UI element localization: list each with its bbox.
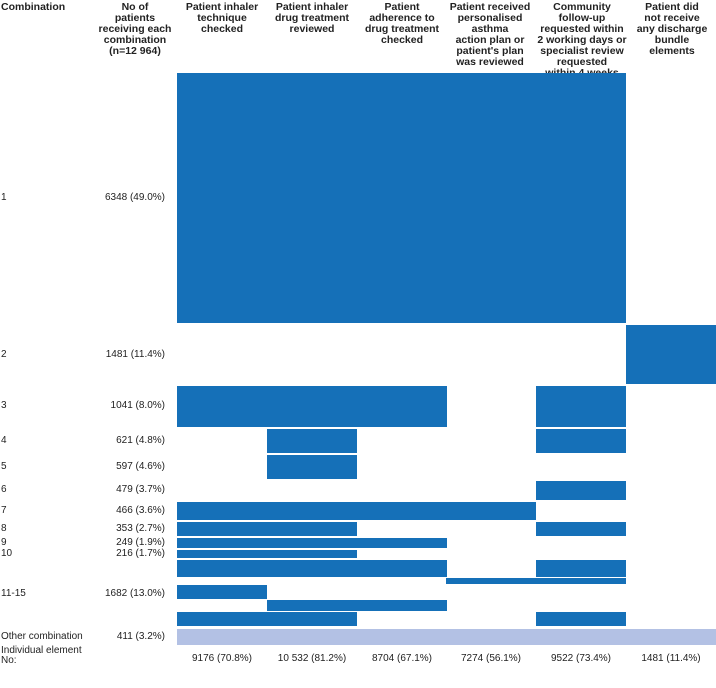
cell-row-9-col-1 [177, 538, 267, 548]
cell-row-9-col-3 [357, 538, 447, 548]
row-label-5: 5 [1, 461, 7, 473]
row-count-2: 1481 (11.4%) [105, 348, 165, 360]
total-element-6: 1481 (11.4%) [641, 653, 701, 664]
row-label-12: Other combination [1, 630, 83, 642]
cell-row-8-col-2 [267, 522, 357, 537]
row-label-10: 10 [1, 548, 13, 560]
cell-row-11-15-sub-5-col-1 [177, 612, 267, 626]
cell-row-Other combination-col-5 [536, 628, 626, 645]
header-element-2: Patient inhaler drug treatment reviewed [274, 1, 350, 35]
row-count-5: 597 (4.6%) [116, 461, 165, 473]
cell-row-1-col-1 [177, 73, 267, 324]
cell-row-3-col-1 [177, 385, 267, 427]
cell-row-11-15-sub-4-col-3 [357, 600, 447, 612]
row-label-3: 3 [1, 400, 7, 412]
cell-row-Other combination-col-6 [626, 628, 716, 645]
header-count: No of patients receiving each combinatio… [98, 1, 172, 57]
header-element-5: Community follow-up requested within 2 w… [537, 1, 627, 79]
total-element-1: 9176 (70.8%) [191, 653, 253, 664]
cell-row-11-15-sub-1-col-1 [177, 560, 267, 578]
row-label-8: 8 [1, 523, 7, 535]
cell-row-Other combination-col-2 [267, 628, 357, 645]
cell-row-9-col-2 [267, 538, 357, 548]
row-count-12: 411 (3.2%) [116, 630, 165, 642]
cell-row-2-col-6 [626, 325, 716, 384]
total-element-2: 10 532 (81.2%) [277, 653, 347, 664]
row-count-9: 249 (1.9%) [116, 537, 165, 548]
cell-row-11-15-sub-4-col-2 [267, 600, 357, 612]
cell-row-5-col-2 [267, 455, 357, 479]
cell-row-Other combination-col-3 [357, 628, 447, 645]
cell-row-1-col-2 [267, 73, 357, 324]
row-label-11: 11-15 [1, 587, 26, 599]
header-element-6: Patient did not receive any discharge bu… [636, 1, 708, 57]
cell-row-4-col-2 [267, 428, 357, 454]
cell-row-11-15-sub-2-col-4 [446, 578, 536, 585]
row-count-6: 479 (3.7%) [116, 484, 165, 496]
cell-row-8-col-1 [177, 522, 267, 537]
row-label-6: 6 [1, 484, 7, 496]
row-count-7: 466 (3.6%) [116, 504, 165, 516]
row-count-4: 621 (4.8%) [116, 435, 165, 447]
cell-row-8-col-5 [536, 522, 626, 537]
cell-row-10-col-2 [267, 549, 357, 559]
cell-row-7-col-1 [177, 501, 267, 521]
cell-row-7-col-4 [446, 501, 536, 521]
row-label-7: 7 [1, 504, 7, 516]
row-label-1: 1 [1, 192, 7, 204]
cell-row-1-col-5 [536, 73, 626, 324]
row-label-2: 2 [1, 348, 7, 360]
row-count-1: 6348 (49.0%) [104, 192, 165, 204]
cell-row-Other combination-col-1 [177, 628, 267, 645]
cell-row-11-15-sub-1-col-2 [267, 560, 357, 578]
header-element-1: Patient inhaler technique checked [185, 1, 259, 35]
row-count-10: 216 (1.7%) [116, 548, 165, 560]
row-count-11: 1682 (13.0%) [104, 587, 165, 599]
cell-row-3-col-2 [267, 385, 357, 427]
cell-row-3-col-5 [536, 385, 626, 427]
cell-row-1-col-4 [446, 73, 536, 324]
cell-row-7-col-3 [357, 501, 447, 521]
cell-row-10-col-1 [177, 549, 267, 559]
cell-row-11-15-sub-1-col-5 [536, 560, 626, 578]
cell-row-11-15-sub-5-col-2 [267, 612, 357, 626]
cell-row-11-15-sub-3-col-1 [177, 585, 267, 600]
cell-row-11-15-sub-2-col-5 [536, 578, 626, 585]
total-element-5: 9522 (73.4%) [550, 653, 612, 664]
cell-row-7-col-2 [267, 501, 357, 521]
cell-row-Other combination-col-4 [446, 628, 536, 645]
row-label-9: 9 [1, 537, 7, 548]
cell-row-11-15-sub-1-col-3 [357, 560, 447, 578]
row-count-8: 353 (2.7%) [116, 523, 165, 535]
cell-row-3-col-3 [357, 385, 447, 427]
row-count-3: 1041 (8.0%) [110, 400, 165, 412]
cell-row-6-col-5 [536, 480, 626, 500]
totals-label: Individual element No: [1, 645, 82, 666]
row-label-4: 4 [1, 435, 7, 447]
total-element-3: 8704 (67.1%) [371, 653, 433, 664]
cell-row-4-col-5 [536, 428, 626, 454]
total-element-4: 7274 (56.1%) [460, 653, 522, 664]
cell-row-11-15-sub-5-col-5 [536, 612, 626, 626]
header-element-4: Patient received personalised asthma act… [449, 1, 531, 68]
header-element-3: Patient adherence to drug treatment chec… [364, 1, 440, 46]
cell-row-1-col-3 [357, 73, 447, 324]
header-combination: Combination [1, 1, 66, 13]
